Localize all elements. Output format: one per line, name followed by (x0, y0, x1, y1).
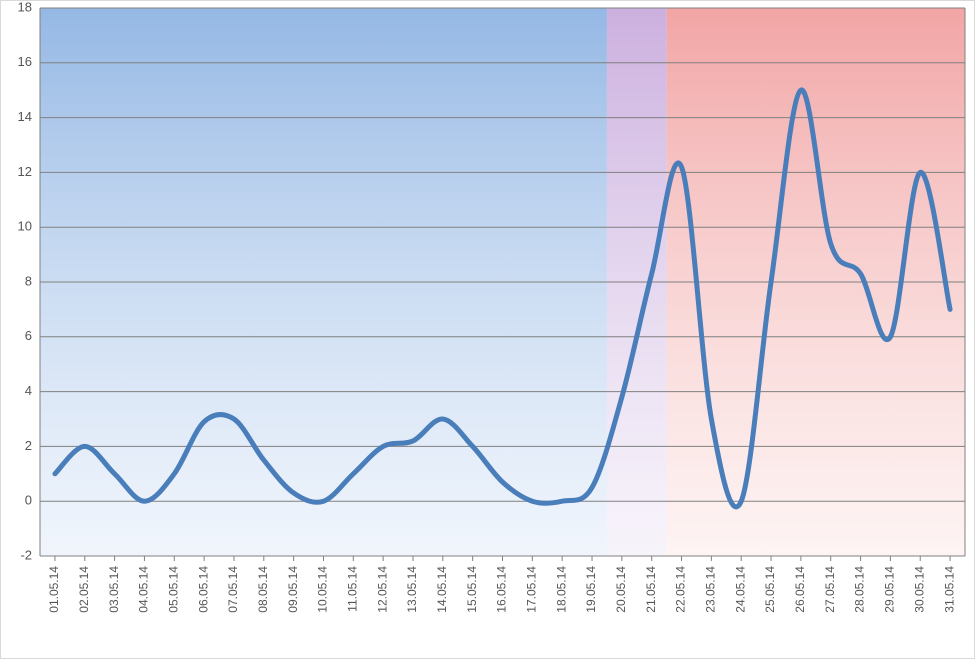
x-tick-label: 15.05.14 (465, 566, 479, 613)
x-tick-label: 12.05.14 (375, 566, 389, 613)
x-tick-label: 21.05.14 (644, 566, 658, 613)
x-tick-label: 27.05.14 (823, 566, 837, 613)
x-tick-label: 02.05.14 (77, 566, 91, 613)
y-tick-label: 18 (18, 0, 32, 14)
x-tick-label: 22.05.14 (674, 566, 688, 613)
x-tick-label: 09.05.14 (286, 566, 300, 613)
x-tick-label: 26.05.14 (793, 566, 807, 613)
y-tick-label: 4 (25, 383, 32, 398)
x-tick-label: 03.05.14 (107, 566, 121, 613)
x-tick-label: 06.05.14 (196, 566, 210, 613)
x-tick-label: 10.05.14 (316, 566, 330, 613)
x-tick-label: 04.05.14 (137, 566, 151, 613)
x-tick-label: 24.05.14 (733, 566, 747, 613)
x-tick-label: 18.05.14 (554, 566, 568, 613)
x-tick-label: 11.05.14 (345, 566, 359, 612)
x-tick-label: 14.05.14 (435, 566, 449, 613)
x-tick-label: 25.05.14 (763, 566, 777, 613)
x-tick-label: 07.05.14 (226, 566, 240, 613)
x-tick-label: 23.05.14 (704, 566, 718, 613)
y-tick-label: 6 (25, 328, 32, 343)
x-tick-label: 29.05.14 (883, 566, 897, 613)
x-tick-label: 08.05.14 (256, 566, 270, 613)
x-tick-label: 16.05.14 (495, 566, 509, 613)
y-tick-label: 8 (25, 273, 32, 288)
x-tick-label: 19.05.14 (584, 566, 598, 613)
y-tick-label: 0 (25, 493, 32, 508)
y-tick-label: 10 (18, 219, 32, 234)
x-tick-label: 17.05.14 (525, 566, 539, 613)
y-tick-label: -2 (20, 547, 32, 562)
x-tick-label: 01.05.14 (47, 566, 61, 613)
line-chart: -2 0 2 4 6 8 10 12 14 16 18 01.05.14 02.05.14 03.05.1… (0, 0, 975, 659)
y-tick-label: 2 (25, 438, 32, 453)
x-tick-label: 31.05.14 (942, 566, 956, 613)
x-tick-label: 13.05.14 (405, 566, 419, 613)
y-tick-label: 14 (18, 109, 32, 124)
chart-container: -2 0 2 4 6 8 10 12 14 16 18 01.05.14 02.05.14 03.05.1… (0, 0, 975, 659)
x-tick-label: 05.05.14 (166, 566, 180, 613)
x-tick-label: 20.05.14 (614, 566, 628, 613)
y-tick-label: 16 (18, 54, 32, 69)
x-tick-label: 28.05.14 (853, 566, 867, 613)
y-tick-label: 12 (18, 164, 32, 179)
x-tick-label: 30.05.14 (912, 566, 926, 613)
